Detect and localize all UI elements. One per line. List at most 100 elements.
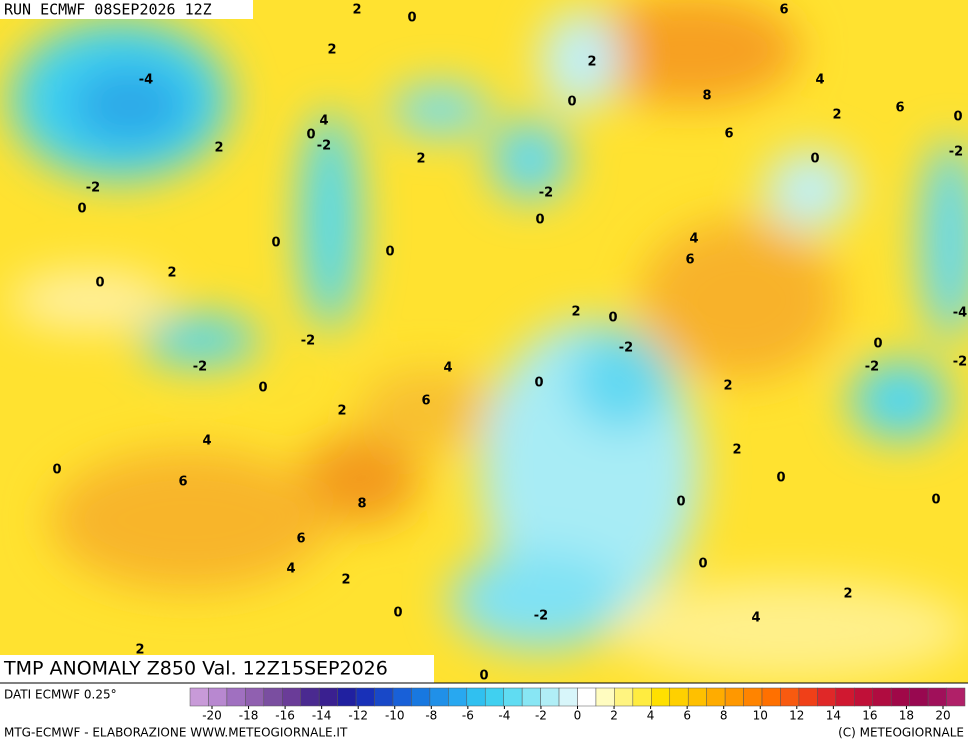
colorbar-tick-label: -4: [498, 709, 510, 723]
colorbar-tick-label: -2: [535, 709, 547, 723]
colorbar-swatch: [817, 687, 837, 707]
colorbar-tick-label: 6: [683, 709, 691, 723]
colorbar-swatch: [890, 687, 910, 707]
colorbar-swatch: [484, 687, 504, 707]
contour-label: -2: [317, 139, 331, 154]
colorbar-tick-label: 20: [935, 709, 950, 723]
contour-label: 4: [319, 114, 328, 129]
contour-label: 4: [443, 361, 452, 376]
colorbar-swatch: [614, 687, 634, 707]
contour-label: -2: [86, 181, 100, 196]
colorbar-tick-label: -12: [348, 709, 368, 723]
colorbar-tick-label: 14: [826, 709, 841, 723]
contour-label: 0: [676, 495, 685, 510]
colorbar-tick-label: 0: [574, 709, 582, 723]
colorbar-swatch: [706, 687, 726, 707]
contour-label: 0: [534, 376, 543, 391]
contour-label: -2: [619, 341, 633, 356]
contour-label: 2: [341, 573, 350, 588]
colorbar-swatch: [872, 687, 892, 707]
colorbar-swatch: [337, 687, 357, 707]
colorbar-swatch: [300, 687, 320, 707]
colorbar-swatch: [189, 687, 209, 707]
contour-label: 0: [535, 213, 544, 228]
contour-label: 0: [95, 276, 104, 291]
contour-label: 0: [271, 236, 280, 251]
contour-label: 0: [52, 463, 61, 478]
colorbar-swatch: [798, 687, 818, 707]
contour-label: 6: [895, 101, 904, 116]
contour-label: 2: [337, 404, 346, 419]
contour-label: 4: [202, 434, 211, 449]
contour-label: 0: [77, 202, 86, 217]
colorbar-tick-label: 18: [899, 709, 914, 723]
colorbar-tick-label: 10: [753, 709, 768, 723]
contour-label: 0: [385, 245, 394, 260]
colorbar-swatch: [318, 687, 338, 707]
contour-label: 4: [815, 73, 824, 88]
colorbar-swatch: [411, 687, 431, 707]
colorbar-swatch: [503, 687, 523, 707]
contour-label: 4: [751, 611, 760, 626]
colorbar-swatch: [448, 687, 468, 707]
contour-label: 2: [571, 305, 580, 320]
contour-label: 2: [135, 643, 144, 658]
colorbar-swatch: [909, 687, 929, 707]
contour-label: 6: [178, 475, 187, 490]
contour-label: 6: [296, 532, 305, 547]
colorbar-swatch: [355, 687, 375, 707]
contour-label: 2: [832, 108, 841, 123]
colorbar-swatch: [429, 687, 449, 707]
contour-label: -2: [301, 334, 315, 349]
contour-label: 0: [931, 493, 940, 508]
colorbar-swatch: [854, 687, 873, 707]
colorbar-tick-label: 4: [647, 709, 655, 723]
colorbar-tick-label: -14: [312, 709, 332, 723]
colorbar-swatch: [780, 687, 800, 707]
colorbar-swatch: [263, 687, 283, 707]
contour-label: 0: [479, 669, 488, 684]
contour-label: 0: [810, 152, 819, 167]
colorbar-tick-label: -10: [385, 709, 405, 723]
contour-label: 4: [689, 232, 698, 247]
copyright: (C) METEOGIORNALE: [838, 726, 964, 740]
colorbar-swatch: [946, 687, 966, 707]
colorbar-swatch: [687, 687, 707, 707]
contour-label: 0: [873, 337, 882, 352]
colorbar-tick-label: -8: [425, 709, 437, 723]
contour-label: 0: [258, 381, 267, 396]
colorbar-swatch: [651, 687, 671, 707]
colorbar-tick-label: -18: [239, 709, 259, 723]
colorbar-swatch: [927, 687, 947, 707]
credit: MTG-ECMWF - ELABORAZIONE WWW.METEOGIORNA…: [4, 726, 348, 740]
colorbar-tick-label: -16: [275, 709, 295, 723]
colorbar-swatch: [761, 687, 781, 707]
colorbar-tick-label: -20: [202, 709, 222, 723]
contour-label: 2: [167, 266, 176, 281]
contour-label: -2: [865, 360, 879, 375]
title-box: [0, 655, 434, 683]
colorbar-swatch: [724, 687, 744, 707]
contour-label: -4: [953, 306, 967, 321]
contour-label: 0: [953, 110, 962, 125]
contour-label: 0: [608, 311, 617, 326]
contour-label: 0: [698, 557, 707, 572]
contour-label: 6: [779, 3, 788, 18]
header-box: [0, 0, 253, 19]
contour-label: 0: [567, 95, 576, 110]
contour-label: 2: [732, 443, 741, 458]
contour-label: 2: [352, 3, 361, 18]
colorbar-swatch: [558, 687, 578, 707]
contour-label: 6: [724, 127, 733, 142]
contour-label: 6: [685, 253, 694, 268]
colorbar-tick-label: 2: [610, 709, 618, 723]
contour-label: 2: [416, 152, 425, 167]
colorbar-swatch: [577, 687, 597, 707]
contour-label: 2: [843, 587, 852, 602]
contour-label: 8: [702, 89, 711, 104]
map-title: TMP ANOMALY Z850 Val. 12Z15SEP2026: [3, 658, 388, 680]
contour-label: -2: [534, 609, 548, 624]
colorbar-swatch: [632, 687, 652, 707]
contour-label: 2: [587, 55, 596, 70]
